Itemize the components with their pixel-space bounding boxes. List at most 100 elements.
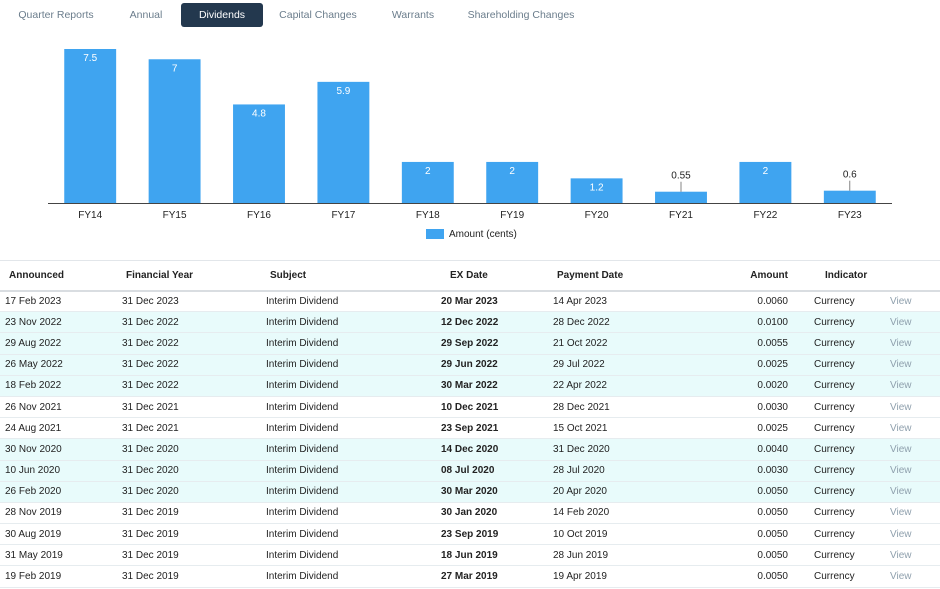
header-announced[interactable]: Announced	[0, 260, 122, 292]
bar-fy22[interactable]	[739, 161, 792, 203]
bar-fy21[interactable]	[655, 191, 707, 203]
cell-subject: Interim Dividend	[266, 396, 441, 419]
table-row: 24 Aug 2021 31 Dec 2021 Interim Dividend 23…	[0, 417, 940, 440]
table-row: 30 Aug 2019 31 Dec 2019 Interim Dividend 23…	[0, 523, 940, 546]
x-tick-label-fy18: FY18	[416, 210, 440, 221]
cell-payment-date: 10 Oct 2019	[553, 523, 693, 546]
data-label-fy17: 5.9	[336, 86, 350, 97]
cell-subject: Interim Dividend	[266, 502, 441, 525]
legend-label: Amount (cents)	[449, 228, 517, 240]
cell-indicator: Currency	[788, 332, 863, 355]
view-link[interactable]: View	[863, 396, 940, 419]
cell-financial-year: 31 Dec 2021	[122, 396, 266, 419]
cell-subject: Interim Dividend	[266, 460, 441, 482]
cell-financial-year: 31 Dec 2020	[122, 438, 266, 461]
view-link[interactable]: View	[863, 332, 940, 355]
header-ex-date[interactable]: EX Date	[441, 260, 553, 292]
bar-fy15[interactable]	[148, 59, 201, 204]
bar-fy20[interactable]	[570, 178, 623, 203]
cell-indicator: Currency	[788, 460, 863, 482]
data-label-fy18: 2	[425, 166, 431, 177]
cell-subject: Interim Dividend	[266, 438, 441, 461]
cell-subject: Interim Dividend	[266, 290, 441, 313]
data-label-fy20: 1.2	[590, 182, 604, 193]
view-link[interactable]: View	[863, 354, 940, 376]
cell-amount: 0.0055	[693, 332, 788, 355]
cell-payment-date: 19 Apr 2019	[553, 565, 693, 588]
cell-amount: 0.0030	[693, 460, 788, 482]
data-label-fy22: 2	[763, 166, 769, 177]
x-tick-label-fy22: FY22	[753, 210, 777, 221]
header-amount[interactable]: Amount	[693, 260, 788, 292]
bar-fy19[interactable]	[486, 161, 539, 203]
cell-amount: 0.0050	[693, 544, 788, 567]
cell-amount: 0.0060	[693, 290, 788, 313]
header-financial-year[interactable]: Financial Year	[122, 260, 266, 292]
x-tick-label-fy19: FY19	[500, 210, 524, 221]
view-link[interactable]: View	[863, 375, 940, 397]
view-link[interactable]: View	[863, 460, 940, 482]
bar-fy23[interactable]	[823, 190, 876, 203]
data-label-fy15: 7	[172, 63, 178, 74]
cell-announced: 26 Nov 2021	[0, 396, 122, 419]
cell-indicator: Currency	[788, 502, 863, 525]
tab-dividends[interactable]: Dividends	[181, 3, 263, 27]
bar-fy18[interactable]	[401, 161, 454, 203]
cell-payment-date: 21 Oct 2022	[553, 332, 693, 355]
bar-fy17[interactable]	[317, 81, 370, 203]
cell-financial-year: 31 Dec 2019	[122, 544, 266, 567]
header-indicator[interactable]: Indicator	[788, 260, 867, 292]
cell-financial-year: 31 Dec 2019	[122, 565, 266, 588]
tab-quarter-reports[interactable]: Quarter Reports	[18, 9, 94, 21]
dividends-table-container: Announced Financial Year Subject EX Date…	[0, 260, 940, 588]
view-link[interactable]: View	[863, 438, 940, 461]
view-link[interactable]: View	[863, 481, 940, 503]
data-label-fy14: 7.5	[83, 53, 97, 64]
view-link[interactable]: View	[863, 311, 940, 334]
view-link[interactable]: View	[863, 502, 940, 525]
chart-legend[interactable]: Amount (cents)	[426, 228, 517, 240]
tab-capital-changes[interactable]: Capital Changes	[279, 9, 357, 21]
data-label-fy19: 2	[509, 166, 515, 177]
table-row: 17 Feb 2023 31 Dec 2023 Interim Dividend 20…	[0, 290, 940, 313]
cell-ex-date: 23 Sep 2021	[441, 417, 553, 440]
view-link[interactable]: View	[863, 523, 940, 546]
header-subject[interactable]: Subject	[266, 260, 441, 292]
cell-payment-date: 14 Apr 2023	[553, 290, 693, 313]
cell-ex-date: 20 Mar 2023	[441, 290, 553, 313]
view-link[interactable]: View	[863, 290, 940, 313]
tab-shareholding-changes[interactable]: Shareholding Changes	[467, 9, 575, 21]
bar-fy14[interactable]	[64, 49, 117, 203]
view-link[interactable]: View	[863, 417, 940, 440]
cell-ex-date: 10 Dec 2021	[441, 396, 553, 419]
data-label-fy21: 0.55	[671, 171, 691, 182]
tab-warrants[interactable]: Warrants	[391, 9, 435, 21]
view-link[interactable]: View	[863, 565, 940, 588]
cell-amount: 0.0040	[693, 438, 788, 461]
cell-amount: 0.0050	[693, 502, 788, 525]
cell-subject: Interim Dividend	[266, 523, 441, 546]
cell-amount: 0.0050	[693, 565, 788, 588]
table-body: 17 Feb 2023 31 Dec 2023 Interim Dividend 20…	[0, 290, 940, 588]
cell-subject: Interim Dividend	[266, 332, 441, 355]
cell-ex-date: 23 Sep 2019	[441, 523, 553, 546]
dividend-bar-chart: 7.5 7 4.8 5.9 2 2 1.2 0.55 2 0.6 FY14 FY15 FY16 FY17…	[48, 49, 892, 221]
cell-subject: Interim Dividend	[266, 311, 441, 334]
cell-ex-date: 14 Dec 2020	[441, 438, 553, 461]
header-action	[863, 260, 940, 292]
cell-amount: 0.0025	[693, 417, 788, 440]
header-payment-date[interactable]: Payment Date	[553, 260, 693, 292]
cell-payment-date: 28 Dec 2022	[553, 311, 693, 334]
cell-indicator: Currency	[788, 565, 863, 588]
cell-indicator: Currency	[788, 290, 863, 313]
cell-announced: 24 Aug 2021	[0, 417, 122, 440]
tab-annual[interactable]: Annual	[129, 9, 163, 21]
cell-amount: 0.0100	[693, 311, 788, 334]
cell-ex-date: 30 Mar 2022	[441, 375, 553, 397]
bar-fy16[interactable]	[233, 104, 285, 203]
cell-ex-date: 29 Sep 2022	[441, 332, 553, 355]
view-link[interactable]: View	[863, 544, 940, 567]
cell-payment-date: 28 Jun 2019	[553, 544, 693, 567]
cell-ex-date: 08 Jul 2020	[441, 460, 553, 482]
cell-announced: 30 Nov 2020	[0, 438, 122, 461]
